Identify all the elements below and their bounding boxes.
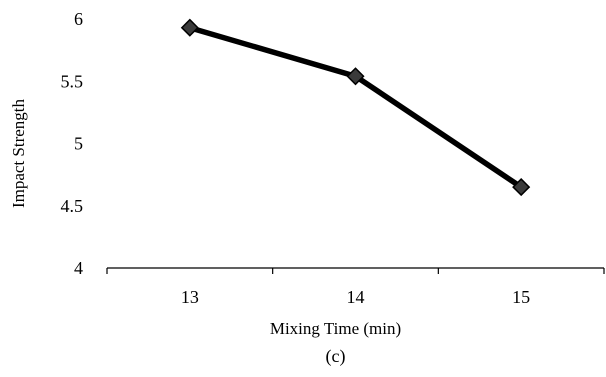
x-tick-label: 14 xyxy=(347,287,365,307)
data-point xyxy=(512,178,531,197)
y-axis-title: Impact Strength xyxy=(9,98,28,208)
x-tick-label: 15 xyxy=(512,287,530,307)
data-point xyxy=(180,18,199,37)
y-tick-label: 5 xyxy=(74,134,83,154)
y-axis-ticks: 4 4.5 5 5.5 6 xyxy=(61,9,84,278)
y-tick-label: 4.5 xyxy=(61,196,84,216)
series-layer xyxy=(180,18,531,197)
figure-caption: (c) xyxy=(326,346,346,367)
series-line xyxy=(189,25,523,190)
x-axis-ticks: 13 14 15 xyxy=(106,268,605,307)
x-tick-label: 13 xyxy=(181,287,199,307)
y-tick-label: 6 xyxy=(74,9,83,29)
data-point xyxy=(346,67,365,86)
y-tick-label: 5.5 xyxy=(61,71,84,91)
x-axis-title: Mixing Time (min) xyxy=(270,319,401,338)
y-tick-label: 4 xyxy=(74,258,83,278)
